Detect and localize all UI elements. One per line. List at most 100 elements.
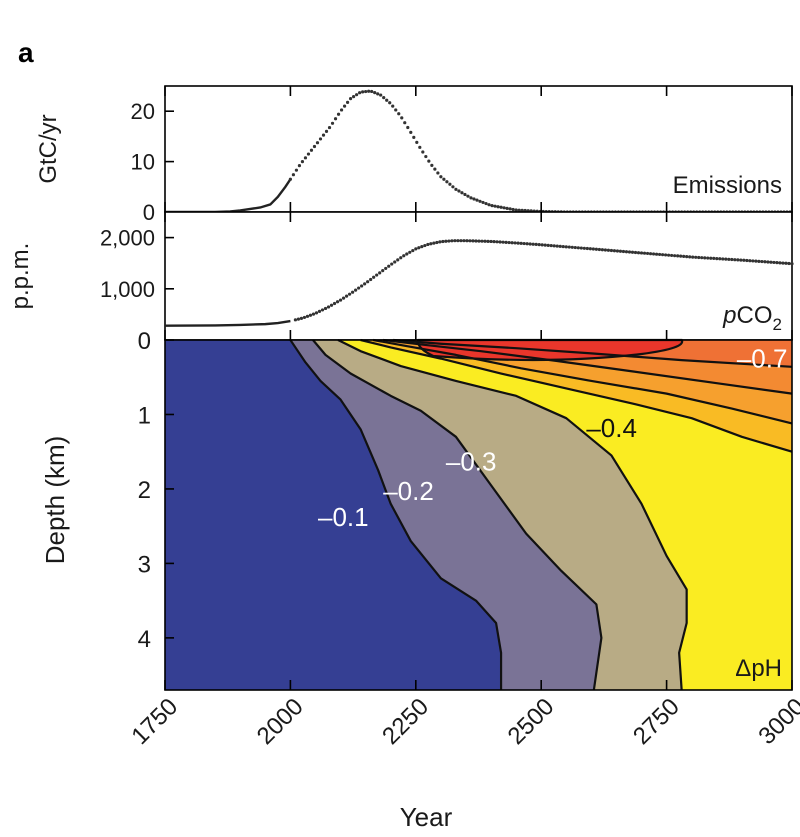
pco2-projection-point xyxy=(648,252,653,256)
pco2-projection-point xyxy=(360,284,364,288)
emissions-projection-point xyxy=(327,125,332,130)
pco2-projection-point xyxy=(763,260,767,264)
emissions-projection-point xyxy=(303,156,308,160)
pco2-projection-point xyxy=(444,239,448,243)
pco2-projection-point xyxy=(338,298,343,302)
pco2-projection-point xyxy=(748,259,752,263)
emissions-projection-point xyxy=(367,89,371,93)
emissions-projection-point xyxy=(406,125,410,130)
pco2-projection-point xyxy=(667,253,671,257)
pco2-projection-point xyxy=(739,258,743,262)
pco2-projection-point xyxy=(504,240,508,244)
pco2-projection-point xyxy=(561,244,565,249)
ph-contour-label: –0.4 xyxy=(586,413,637,443)
emissions-projection-point xyxy=(511,207,515,212)
pco2-projection-point xyxy=(790,262,794,266)
ph-contour-label: –0.1 xyxy=(318,502,369,532)
pco2-projection-point xyxy=(405,252,409,256)
pco2-projection-point xyxy=(323,306,328,311)
pco2-projection-point xyxy=(555,244,559,248)
pco2-projection-point xyxy=(423,243,427,248)
pco2-projection-point xyxy=(480,239,484,243)
pco2-projection-point xyxy=(477,239,481,243)
pco2-projection-point xyxy=(350,290,355,294)
emissions-projection-point xyxy=(318,137,323,141)
pco2-projection-point xyxy=(715,256,719,261)
pco2-projection-point xyxy=(293,318,298,322)
pco2-projection-point xyxy=(582,246,586,250)
pco2-projection-point xyxy=(341,296,346,300)
pco2-projection-point xyxy=(411,248,415,253)
pco2-projection-point xyxy=(335,300,340,304)
pco2-projection-point xyxy=(600,248,604,252)
pco2-projection-point xyxy=(486,239,490,243)
pco2-projection-point xyxy=(736,258,740,262)
emissions-projection-point xyxy=(445,180,449,184)
emissions-projection-point xyxy=(484,201,488,206)
emissions-y-tick-label: 20 xyxy=(131,99,155,124)
emissions-projection-point xyxy=(463,192,467,197)
pco2-projection-point xyxy=(709,256,713,260)
emissions-projection-point xyxy=(370,89,374,94)
emissions-projection-point xyxy=(358,91,362,95)
pco2-projection-point xyxy=(474,239,478,243)
pco2-projection-point xyxy=(447,239,451,243)
emissions-projection-point xyxy=(433,167,437,171)
x-tick-label: 2500 xyxy=(503,693,560,750)
pco2-projection-point xyxy=(429,242,433,246)
pco2-projection-point xyxy=(778,261,782,265)
pco2-projection-point xyxy=(588,247,592,251)
emissions-projection-point xyxy=(321,133,326,137)
pco2-projection-point xyxy=(489,239,493,244)
pco2-projection-point xyxy=(721,257,725,261)
pco2-projection-point xyxy=(393,260,397,264)
emissions-projection-point xyxy=(379,93,383,97)
depth-axis-title: Depth (km) xyxy=(40,436,70,565)
emissions-projection-point xyxy=(427,159,431,163)
pco2-projection-point xyxy=(540,243,544,247)
pco2-projection-point xyxy=(624,250,629,254)
pco2-projection-point xyxy=(357,286,361,290)
pco2-projection-point xyxy=(769,260,773,264)
pco2-projection-point xyxy=(498,240,502,244)
x-axis-title: Year xyxy=(400,802,453,832)
emissions-projection-point xyxy=(336,112,341,116)
emissions-projection-point xyxy=(448,182,452,186)
pco2-projection-point xyxy=(660,253,665,257)
ph-contour-labels: –0.1 –0.2 –0.3 –0.4 –0.7 xyxy=(318,344,787,533)
emissions-projection-point xyxy=(472,197,476,201)
pco2-projection-point xyxy=(633,250,638,255)
pco2-projection-point xyxy=(317,309,322,314)
pco2-projection-point xyxy=(606,248,611,252)
emissions-projection-point xyxy=(364,89,368,94)
emissions-projection-point xyxy=(442,177,446,181)
pco2-projection-point xyxy=(594,247,598,251)
ph-y-tick-label: 1 xyxy=(138,402,151,429)
emissions-projection-point xyxy=(397,112,401,116)
pco2-projection-point xyxy=(645,251,650,256)
pco2-projection-point xyxy=(329,303,334,307)
pco2-projection-point xyxy=(462,239,466,243)
emissions-projection-point xyxy=(520,208,524,212)
emissions-projection-point xyxy=(499,205,503,209)
pco2-projection-point xyxy=(688,255,692,259)
emissions-projection-point xyxy=(454,187,458,191)
pco2-projection-point xyxy=(609,248,614,253)
emissions-projection-point xyxy=(478,199,482,203)
pco2-annotation: pCO2 xyxy=(722,302,782,334)
pco2-projection-point xyxy=(432,241,436,245)
x-tick-label: 2250 xyxy=(377,693,434,750)
emissions-projection-point xyxy=(493,204,497,208)
emissions-projection-point xyxy=(382,96,386,100)
x-tick-label: 2750 xyxy=(628,693,685,750)
pco2-series xyxy=(164,239,794,327)
pco2-projection-point xyxy=(384,266,388,271)
pco2-projection-point xyxy=(700,256,704,260)
pco2-projection-point xyxy=(772,260,776,265)
pco2-projection-point xyxy=(390,262,394,266)
pco2-projection-point xyxy=(441,239,445,244)
pco2-projection-point xyxy=(369,277,373,282)
pco2-projection-point xyxy=(618,249,623,253)
pco2-projection-point xyxy=(754,259,758,263)
emissions-projection-point xyxy=(505,206,509,210)
